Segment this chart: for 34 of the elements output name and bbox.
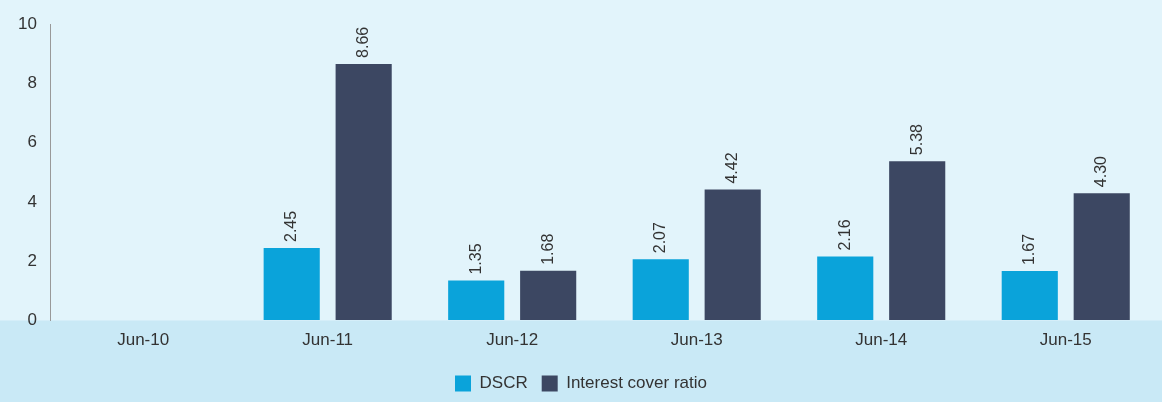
y-tick-label: 10 [17, 13, 37, 33]
x-tick-label: Jun-13 [670, 330, 723, 350]
data-label: 1.67 [1020, 233, 1038, 266]
x-tick-label: Jun-12 [486, 330, 539, 350]
y-tick-label: 0 [27, 310, 37, 330]
bar [448, 280, 505, 321]
x-tick-label: Jun-11 [302, 330, 354, 350]
x-tick-label: Jun-15 [1039, 330, 1092, 350]
data-label: 2.45 [282, 210, 300, 242]
y-tick-label: 8 [27, 73, 37, 93]
data-label: 1.35 [466, 243, 484, 275]
data-label: 8.66 [354, 26, 372, 58]
bar [520, 270, 577, 321]
bar [817, 256, 874, 321]
data-label: 1.68 [538, 233, 556, 265]
y-tick-label: 6 [27, 132, 37, 152]
x-tick-label: Jun-10 [117, 330, 170, 350]
bar [335, 63, 392, 321]
bar [704, 189, 761, 321]
x-tick-label: Jun-14 [855, 330, 908, 350]
legend-label: Interest cover ratio [566, 373, 707, 393]
data-label: 5.38 [907, 123, 925, 156]
bar [263, 247, 320, 321]
data-label: 2.16 [835, 219, 853, 251]
data-label: 4.30 [1092, 155, 1110, 188]
data-label: 2.07 [651, 222, 669, 254]
data-label: 4.42 [723, 152, 741, 184]
bar [632, 259, 689, 321]
bar [1001, 271, 1058, 321]
legend-label: DSCR [479, 373, 528, 393]
y-tick-label: 4 [27, 191, 37, 211]
y-tick-label: 2 [27, 251, 37, 271]
bar [889, 161, 946, 321]
bar [1073, 193, 1130, 321]
